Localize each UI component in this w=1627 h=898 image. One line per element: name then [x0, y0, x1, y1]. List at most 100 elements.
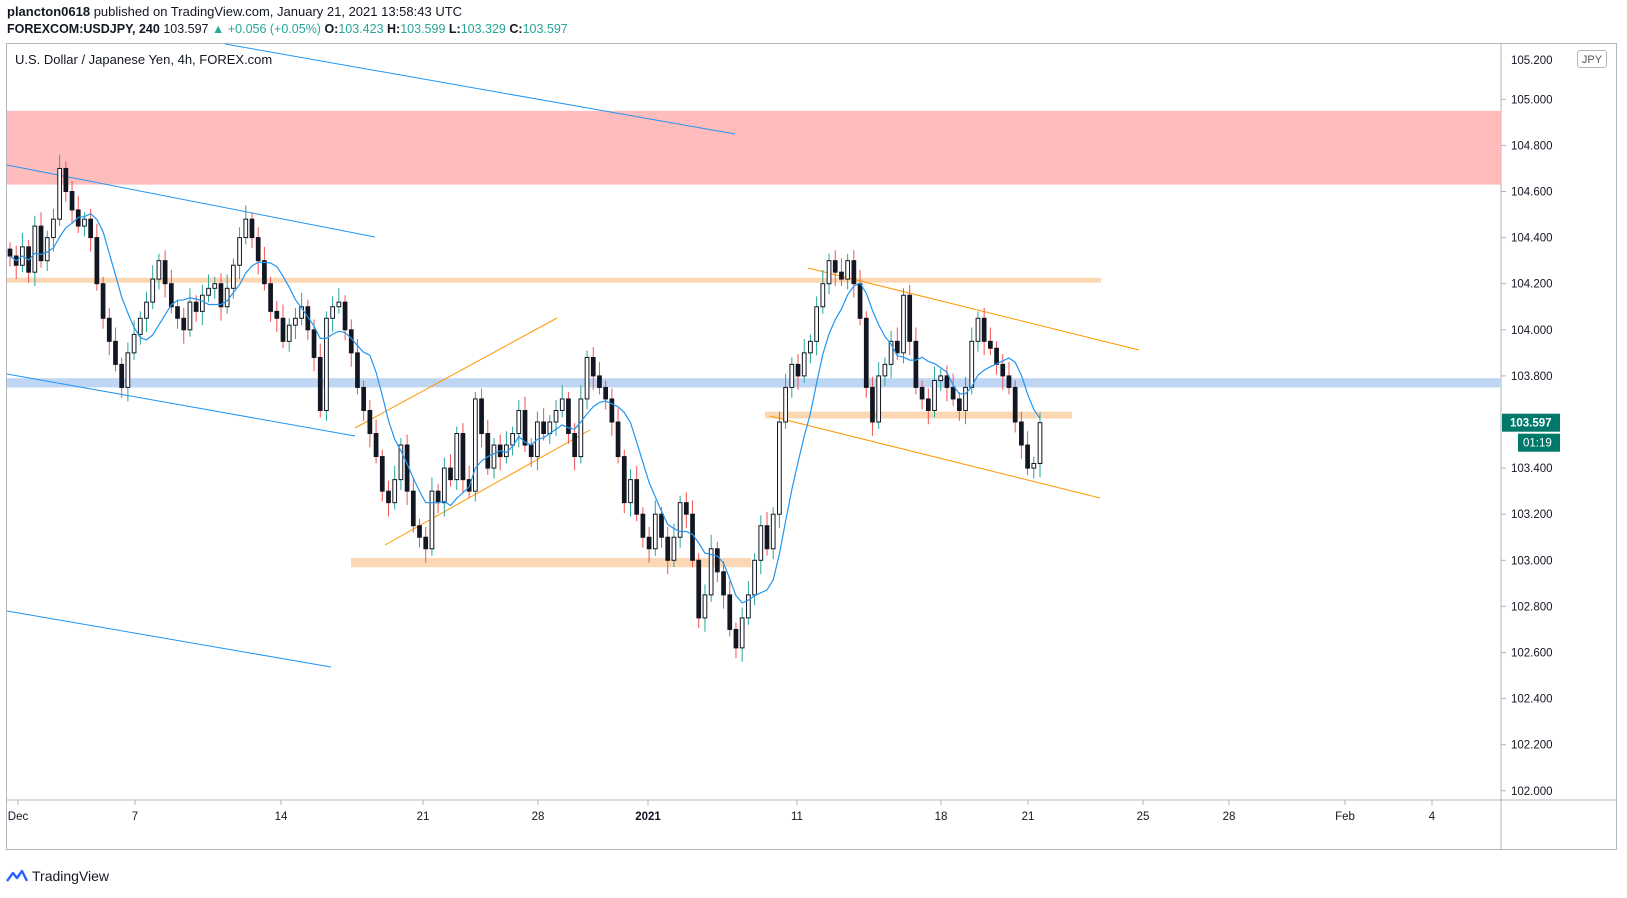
candle-body	[777, 421, 782, 515]
candle-body	[609, 398, 615, 423]
candle-body	[324, 317, 329, 411]
tradingview-logo-icon	[6, 869, 28, 882]
candle-body	[187, 301, 193, 331]
candle-body	[131, 333, 137, 354]
trend-line-4	[354, 317, 558, 429]
candle-body	[994, 347, 999, 365]
candle-body	[286, 324, 292, 342]
candle-body	[541, 421, 546, 435]
candle-body	[485, 433, 491, 469]
high-label: H:	[387, 22, 401, 36]
candle-body	[82, 218, 87, 227]
candle-body	[876, 375, 882, 423]
candle-body	[870, 386, 875, 423]
candle-body	[460, 433, 466, 481]
x-tick-label: 28	[1223, 811, 1236, 823]
change-arrow-icon: ▲	[211, 22, 225, 36]
candle-body	[528, 444, 534, 458]
candle-body	[845, 260, 851, 280]
candle-body	[311, 329, 317, 358]
candle-body	[814, 306, 819, 342]
candle-body	[379, 456, 385, 492]
candle-body	[454, 433, 460, 481]
candle-body	[243, 218, 249, 239]
footer-brand[interactable]: TradingView	[6, 868, 109, 884]
candle-body	[386, 490, 391, 504]
price-zone-0	[7, 110, 1501, 185]
candle-body	[578, 398, 584, 458]
candle-body	[516, 409, 522, 435]
candle-body	[57, 167, 62, 220]
candle-body	[621, 456, 627, 504]
candle-body	[721, 571, 726, 596]
close-value: 103.597	[522, 22, 568, 36]
candle-body	[7, 248, 13, 257]
candle-body	[473, 398, 478, 492]
chart-title: U.S. Dollar / Japanese Yen, 4h, FOREX.co…	[15, 52, 273, 67]
x-tick-label: 28	[532, 811, 545, 823]
candle-body	[659, 513, 664, 538]
candle-body	[597, 375, 602, 388]
candle-body	[491, 444, 497, 469]
y-tick-label: 104.600	[1511, 187, 1553, 199]
candle-body	[94, 237, 100, 285]
open-label: O:	[324, 22, 339, 36]
currency-badge[interactable]: JPY	[1577, 50, 1607, 68]
candle-body	[342, 301, 348, 331]
trend-line-1	[6, 164, 376, 238]
candle-body	[925, 398, 931, 411]
candle-body	[572, 433, 577, 458]
candle-body	[603, 386, 609, 400]
candle-body	[63, 167, 69, 193]
low-value: 103.329	[460, 22, 506, 36]
y-tick-label: 102.600	[1511, 647, 1553, 659]
price-zone-1	[7, 277, 1101, 283]
candle-body	[175, 306, 180, 319]
close-label: C:	[509, 22, 523, 36]
candle-body	[783, 386, 788, 423]
candle-body	[392, 479, 398, 504]
candle-body	[553, 409, 559, 423]
candle-body	[330, 306, 336, 319]
x-tick-label: 18	[935, 811, 948, 823]
candle-body	[44, 237, 50, 262]
y-tick-label: 104.400	[1511, 233, 1553, 245]
candle-body	[677, 502, 683, 538]
candle-body	[727, 594, 733, 630]
y-tick-label: 102.200	[1511, 740, 1553, 752]
y-tick-label: 102.400	[1511, 694, 1553, 706]
candle-body	[808, 340, 813, 354]
candle-body	[746, 594, 751, 619]
price-change: +0.056 (+0.05%)	[227, 22, 321, 36]
candle-body	[249, 218, 255, 239]
candle-body	[1000, 363, 1006, 377]
candle-body	[144, 301, 149, 319]
candle-body	[932, 380, 937, 411]
chart-frame	[6, 43, 1617, 850]
x-tick-label: 25	[1137, 811, 1150, 823]
candle-body	[218, 283, 224, 308]
candle-body	[373, 433, 379, 458]
candle-body	[988, 340, 993, 349]
current-price: 103.597	[163, 22, 209, 36]
candle-body	[255, 237, 261, 262]
candle-body	[584, 356, 590, 400]
candle-body	[628, 479, 633, 504]
candle-body	[652, 513, 658, 550]
candle-body	[888, 340, 894, 365]
candle-body	[683, 502, 689, 515]
candle-body	[913, 340, 919, 388]
candle-body	[851, 260, 857, 285]
x-tick-label: Feb	[1335, 811, 1355, 823]
publisher-username[interactable]: plancton0618	[7, 4, 91, 19]
candle-body	[348, 329, 354, 354]
y-tick-label: 103.400	[1511, 463, 1553, 475]
candle-body	[181, 317, 187, 331]
candle-body	[739, 617, 745, 649]
x-tick-label: 21	[417, 811, 430, 823]
candle-body	[162, 260, 168, 285]
candle-body	[795, 363, 801, 377]
candle-body	[1012, 386, 1018, 423]
candle-body	[410, 490, 416, 527]
